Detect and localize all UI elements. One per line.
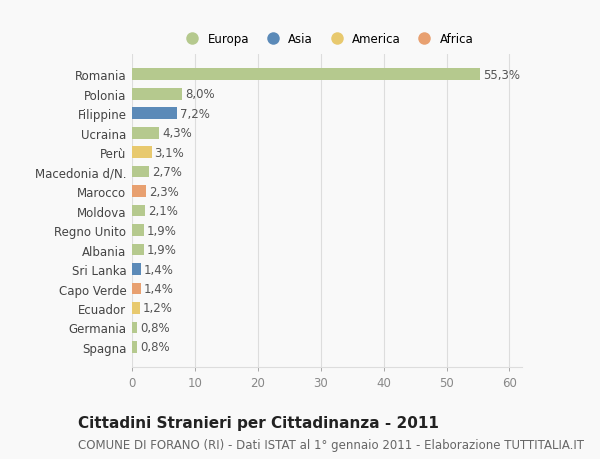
Text: 3,1%: 3,1% (155, 146, 184, 159)
Text: 2,1%: 2,1% (148, 205, 178, 218)
Text: 2,7%: 2,7% (152, 166, 182, 179)
Text: 1,4%: 1,4% (144, 282, 174, 295)
Text: 55,3%: 55,3% (483, 68, 520, 82)
Bar (132, 147, 151, 159)
Bar (132, 283, 141, 295)
Text: 4,3%: 4,3% (162, 127, 192, 140)
Text: COMUNE DI FORANO (RI) - Dati ISTAT al 1° gennaio 2011 - Elaborazione TUTTITALIA.: COMUNE DI FORANO (RI) - Dati ISTAT al 1°… (78, 438, 584, 451)
Bar (132, 186, 146, 197)
Text: Cittadini Stranieri per Cittadinanza - 2011: Cittadini Stranieri per Cittadinanza - 2… (78, 415, 439, 431)
Bar (132, 167, 149, 178)
Text: 0,8%: 0,8% (140, 341, 170, 354)
Bar (132, 322, 137, 334)
Bar (132, 69, 480, 81)
Bar (132, 108, 177, 120)
Legend: Europa, Asia, America, Africa: Europa, Asia, America, Africa (181, 33, 473, 46)
Text: 1,9%: 1,9% (147, 244, 177, 257)
Bar (132, 89, 182, 101)
Bar (132, 263, 141, 275)
Bar (132, 302, 140, 314)
Bar (132, 205, 145, 217)
Text: 8,0%: 8,0% (185, 88, 215, 101)
Bar (132, 225, 144, 236)
Bar (132, 128, 159, 139)
Text: 1,2%: 1,2% (143, 302, 173, 315)
Text: 1,9%: 1,9% (147, 224, 177, 237)
Bar (132, 244, 144, 256)
Text: 1,4%: 1,4% (144, 263, 174, 276)
Bar (132, 341, 137, 353)
Text: 7,2%: 7,2% (181, 107, 211, 120)
Text: 2,3%: 2,3% (149, 185, 179, 198)
Text: 0,8%: 0,8% (140, 321, 170, 334)
